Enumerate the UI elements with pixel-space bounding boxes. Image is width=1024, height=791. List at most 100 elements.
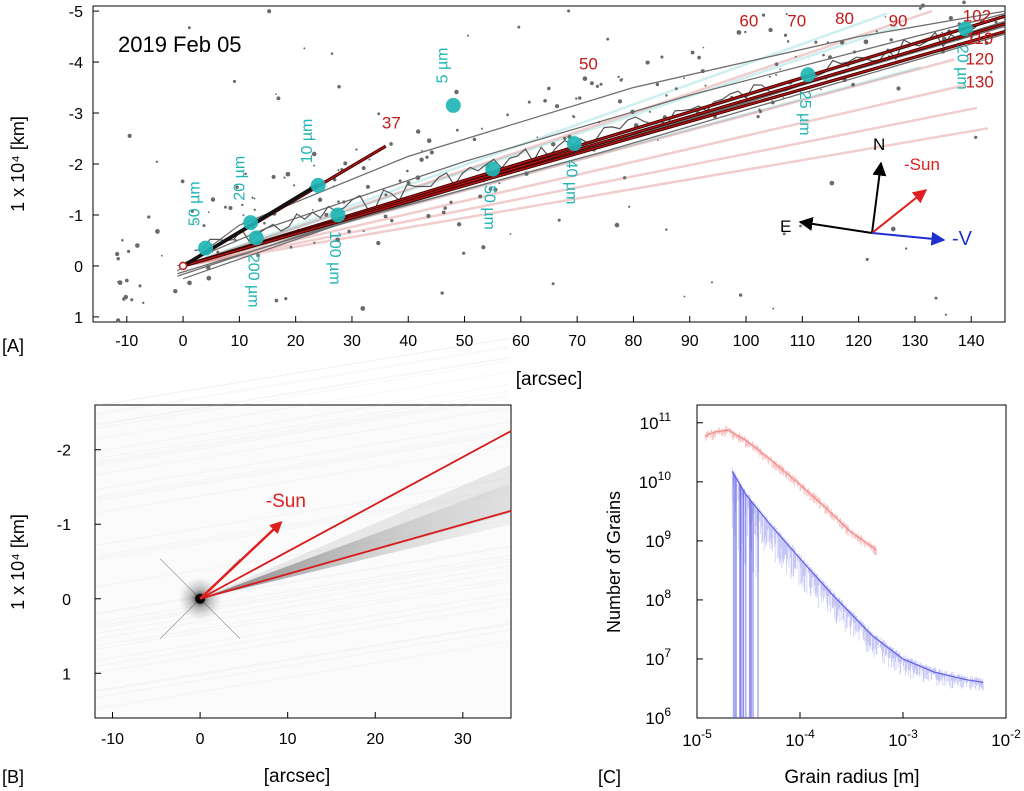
syndyne-marker	[198, 240, 214, 256]
noise-speck	[527, 100, 531, 104]
x-tick-label: 20	[366, 731, 384, 748]
noise-speck	[621, 78, 624, 81]
panel-c-plot-area	[704, 425, 984, 718]
noise-speck	[335, 237, 340, 243]
noise-speck	[794, 55, 797, 58]
noise-speck	[406, 181, 411, 185]
noise-speck	[775, 73, 778, 76]
noise-speck	[313, 164, 316, 167]
background-streak	[96, 356, 510, 425]
noise-speck	[342, 200, 346, 204]
noise-speck	[782, 96, 785, 99]
noise-speck	[799, 224, 802, 228]
synchrone-label: 120	[965, 50, 993, 69]
panel-c: 10-5 10-4 10-3 10-2 106 107 108 109 1010 1011 Gr…	[598, 404, 1021, 788]
noise-speck	[756, 114, 760, 119]
noise-speck	[683, 295, 686, 298]
syndyne-marker	[800, 67, 816, 83]
background-streak	[96, 545, 510, 614]
x-tick-label: 30	[343, 333, 361, 350]
compass-north-label: N	[873, 135, 885, 154]
panel-c-frame	[696, 404, 1007, 719]
noise-speck	[256, 253, 260, 258]
noise-speck	[614, 222, 620, 228]
noise-speck	[415, 129, 421, 134]
noise-speck	[890, 226, 896, 232]
model-line	[182, 12, 888, 268]
syndyne-label: 20 µm	[954, 45, 971, 90]
x-tick-label: 10-3	[888, 727, 918, 750]
noise-speck	[918, 6, 922, 10]
noise-speck	[517, 25, 521, 29]
noise-speck	[768, 27, 773, 33]
noise-speck	[984, 41, 989, 45]
noise-speck	[360, 306, 366, 311]
panel-b-y-axis: -2 -1 0 1	[57, 443, 101, 683]
noise-speck	[828, 55, 832, 60]
background-streak	[96, 431, 510, 500]
model-line	[182, 106, 978, 268]
noise-speck	[509, 233, 512, 235]
noise-speck	[126, 249, 131, 254]
background-streak	[96, 581, 510, 650]
noise-speck	[697, 55, 701, 60]
y-tick-label: 1010	[639, 469, 672, 492]
noise-speck	[284, 297, 288, 301]
noise-speck	[622, 176, 627, 180]
syndyne-marker	[248, 230, 264, 246]
pink-series-line	[704, 429, 877, 551]
noise-speck	[994, 20, 998, 24]
synchrone-label: 102	[963, 6, 991, 25]
noise-speck	[454, 89, 459, 95]
syndyne-marker	[958, 21, 974, 37]
background-streak	[96, 429, 510, 498]
noise-speck	[253, 208, 256, 211]
x-tick-label: 130	[902, 333, 929, 350]
noise-speck	[337, 200, 340, 204]
noise-speck	[989, 70, 993, 74]
noise-speck	[595, 84, 599, 88]
noise-speck	[311, 151, 317, 157]
noise-speck	[851, 82, 855, 87]
noise-speck	[117, 280, 120, 283]
background-streak	[96, 571, 510, 639]
background-streak	[96, 422, 510, 490]
noise-speck	[406, 169, 409, 173]
noise-speck	[674, 87, 678, 91]
panel-b-ylabel: 1 x 10⁴ [km]	[8, 514, 28, 610]
noise-speck	[271, 174, 276, 179]
noise-speck	[563, 136, 567, 141]
noise-speck	[206, 275, 212, 281]
noise-speck	[822, 53, 825, 57]
noise-speck	[384, 193, 388, 197]
noise-speck	[116, 318, 121, 323]
synchrone-label: 37	[382, 113, 401, 132]
noise-speck	[187, 280, 192, 286]
noise-speck	[187, 26, 191, 30]
background-streak	[96, 593, 510, 661]
noise-speck	[941, 31, 944, 34]
boundary-line	[199, 509, 512, 600]
noise-speck	[785, 13, 788, 16]
noise-speck	[251, 196, 254, 199]
noise-speck	[630, 109, 635, 115]
noise-speck	[337, 169, 340, 172]
noise-speck	[232, 79, 237, 84]
noise-speck	[155, 229, 160, 234]
noise-speck	[690, 50, 695, 55]
syndyne-label: 10 µm	[299, 119, 316, 164]
noise-speck	[971, 36, 974, 38]
noise-speck	[839, 40, 845, 45]
noise-speck	[567, 9, 571, 13]
noise-speck	[241, 203, 244, 207]
panel-a-y-axis: -5 -4 -3 -2 -1 0 1	[69, 4, 99, 327]
noise-speck	[173, 289, 178, 294]
background-streak	[96, 555, 510, 623]
noise-speck	[774, 62, 779, 66]
x-tick-label: 10-5	[682, 727, 712, 750]
noise-speck	[606, 37, 610, 41]
model-line	[182, 127, 989, 268]
isophote-contour	[182, 33, 1006, 280]
panel-a-title: 2019 Feb 05	[118, 32, 242, 57]
background-streak	[96, 490, 510, 559]
